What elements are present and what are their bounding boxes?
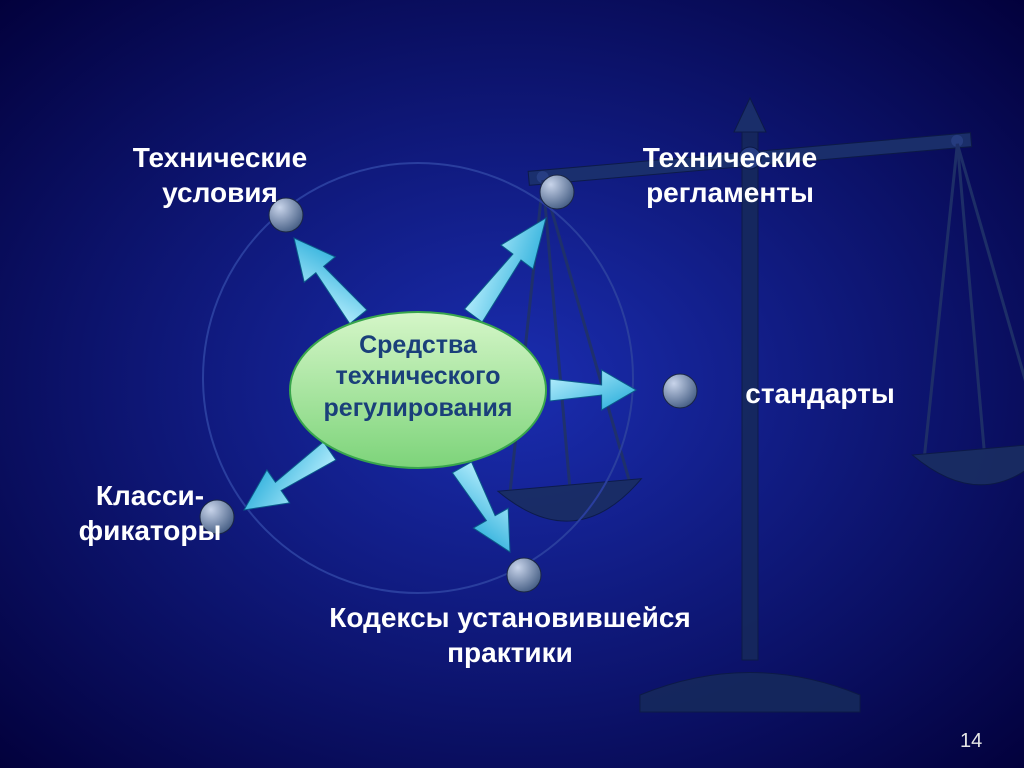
satellite-node — [507, 558, 541, 592]
satellite-node — [663, 374, 697, 408]
diagram-stage: Средства технического регулирования Техн… — [0, 0, 1024, 768]
label-classifiers: Класси- фикаторы — [50, 478, 250, 548]
label-codes-of-practice: Кодексы установившейся практики — [300, 600, 720, 670]
label-standards: стандарты — [720, 376, 920, 411]
label-technical-regulations: Технические регламенты — [600, 140, 860, 210]
satellite-node — [540, 175, 574, 209]
page-number: 14 — [960, 730, 982, 753]
label-technical-conditions: Технические условия — [100, 140, 340, 210]
center-node-label: Средства технического регулирования — [290, 330, 546, 424]
